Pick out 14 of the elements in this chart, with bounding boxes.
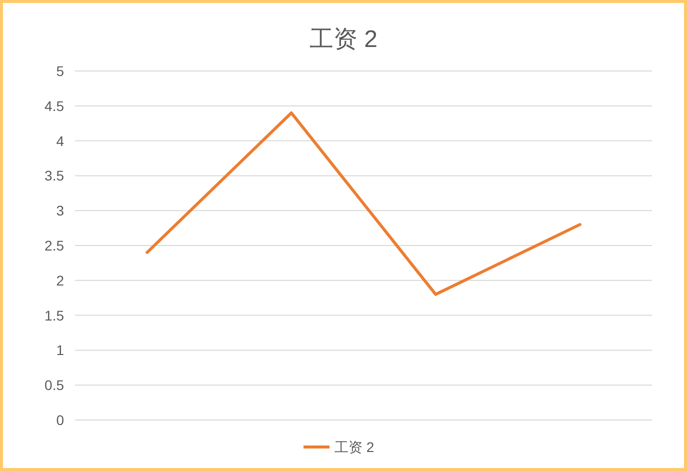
y-tick-label: 0 bbox=[56, 412, 64, 428]
chart-title: 工资 2 bbox=[309, 26, 378, 53]
line-series bbox=[146, 111, 582, 296]
y-tick-label: 5 bbox=[56, 63, 64, 79]
legend-label: 工资 2 bbox=[334, 439, 374, 455]
y-tick-label: 4 bbox=[56, 132, 64, 149]
y-tick-label: 0.5 bbox=[44, 377, 64, 394]
y-tick-label: 2 bbox=[56, 272, 64, 288]
y-tick-label: 1.5 bbox=[44, 307, 64, 324]
y-tick-label: 3.5 bbox=[44, 168, 64, 184]
y-tick-label: 2.5 bbox=[44, 238, 64, 254]
y-tick-label: 4.5 bbox=[44, 98, 64, 114]
y-tick-label: 3 bbox=[56, 202, 64, 219]
y-tick-label: 1 bbox=[56, 342, 64, 358]
